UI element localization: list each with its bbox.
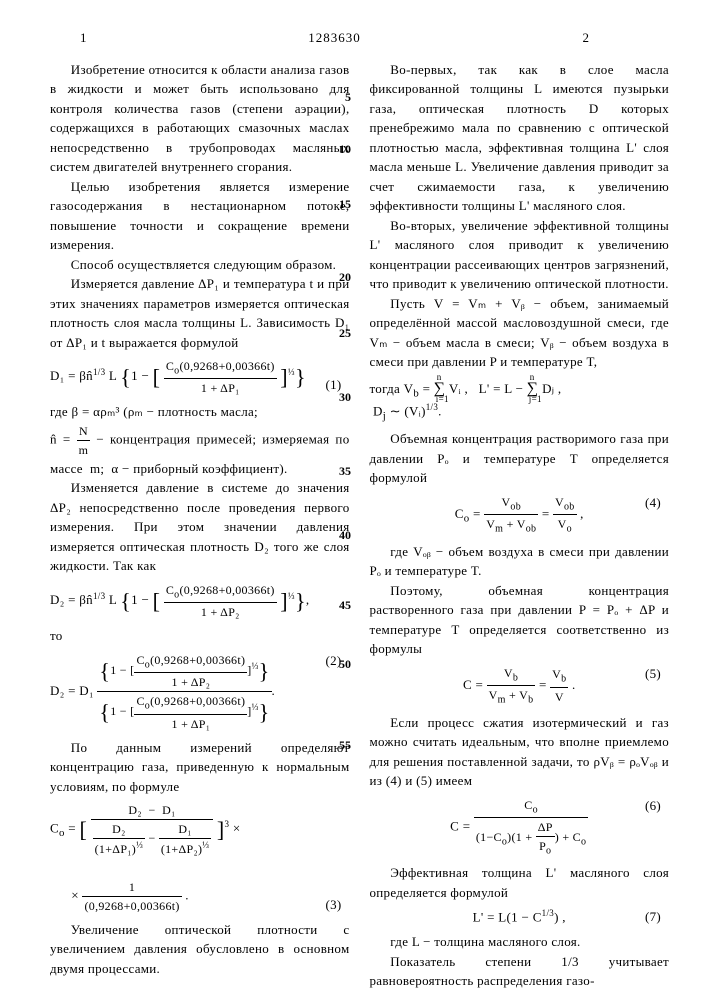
paragraph: где Vₒᵦ − объем воздуха в смеси при давл…: [370, 542, 670, 581]
paragraph: где L − толщина масляного слоя.: [370, 932, 670, 952]
column-number-right: 2: [583, 28, 590, 48]
line-marker: 55: [337, 736, 351, 754]
formula-6: C = Co(1−Co)(1 + ΔPPo) + Co (6): [370, 796, 670, 859]
where-clause: n̂ = Nm − концентрация примесей; измеряе…: [50, 422, 350, 479]
line-marker: 10: [337, 140, 351, 158]
paragraph: Измеряется давление ΔP₁ и температура t …: [50, 274, 350, 352]
formula-4: Co = VobVm + Vob = VobVo , (4): [370, 493, 670, 537]
paragraph: Целью изобретения является измерение газ…: [50, 177, 350, 255]
line-marker: 35: [337, 462, 351, 480]
formula-7: L' = L(1 − C1/3) , (7): [370, 907, 670, 927]
paragraph: Во-первых, так как в слое масла фиксиров…: [370, 60, 670, 216]
paragraph: Во-вторых, увеличение эффективной толщин…: [370, 216, 670, 294]
line-marker: 20: [337, 268, 351, 286]
formula-2b: D₂ = D₁ {1 − [Co(0,9268+0,00366t)1 + ΔP₂…: [50, 651, 350, 733]
paragraph: Пусть V = Vₘ + Vᵦ − объем, занимаемый оп…: [370, 294, 670, 372]
formula-sum: тогда Vb = n∑i=1 Vᵢ , L' = L − n∑j=1 Dⱼ …: [370, 377, 670, 425]
paragraph: По данным измерений определяют концентра…: [50, 738, 350, 797]
formula-5: C = VbVm + Vb = VbV . (5): [370, 664, 670, 708]
where-clause: где β = αρₘ³ (ρₘ − плотность масла;: [50, 402, 350, 422]
formula-1: D₁ = βn̂1/3 L {1 − [ Co(0,9268+0,00366t)…: [50, 357, 350, 397]
paragraph: Изменяется давление в системе до значени…: [50, 478, 350, 576]
paragraph: Если процесс сжатия изотермический и газ…: [370, 713, 670, 791]
formula-2a: D₂ = βn̂1/3 L {1 − [ Co(0,9268+0,00366t)…: [50, 581, 350, 621]
paragraph: Увеличение оптической плотности с увелич…: [50, 920, 350, 979]
paragraph: Способ осуществляется следующим образом.: [50, 255, 350, 275]
body-columns: Изобретение относится к области анализа …: [50, 60, 669, 991]
line-marker: 15: [337, 195, 351, 213]
column-number-left: 1: [80, 28, 87, 48]
line-marker: 5: [337, 88, 351, 106]
line-marker: 40: [337, 526, 351, 544]
formula-3: Co = [ D₂ − D₁ D₂(1+ΔP₁)⅓ − D₁(1+ΔP₂)⅓ ]…: [50, 801, 350, 915]
paragraph: Эффективная толщина L' масляного слоя оп…: [370, 863, 670, 902]
page-header: 1 1283630 2: [50, 28, 669, 48]
paragraph: Показатель степени 1/3 учитывает равнове…: [370, 952, 670, 991]
paragraph: Объемная концентрация растворимого газа …: [370, 429, 670, 488]
paragraph: Изобретение относится к области анализа …: [50, 60, 350, 177]
patent-number: 1283630: [308, 28, 361, 48]
line-marker: 25: [337, 324, 351, 342]
paragraph: Поэтому, объемная концентрация растворен…: [370, 581, 670, 659]
